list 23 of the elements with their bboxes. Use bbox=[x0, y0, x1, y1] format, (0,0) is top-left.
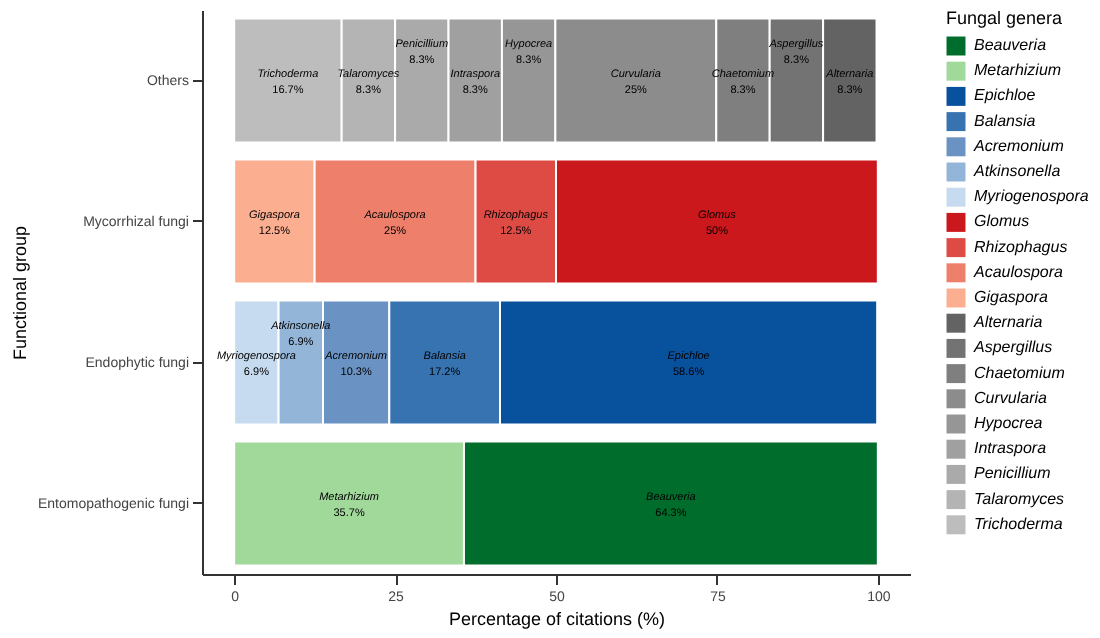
legend-label: Hypocrea bbox=[974, 414, 1044, 432]
legend-label: Chaetomium bbox=[974, 363, 1066, 382]
legend-label: Beauveria bbox=[974, 36, 1048, 54]
legend-label: Metarhizium bbox=[974, 61, 1062, 80]
y-axis-title: Functional group bbox=[10, 225, 30, 361]
legend-label: Talaromyces bbox=[974, 489, 1065, 508]
legend-label: Alternaria bbox=[972, 313, 1044, 332]
legend-label: Atkinsonella bbox=[972, 162, 1062, 180]
legend-label: Intraspora bbox=[974, 439, 1048, 458]
legend-label: Gigaspora bbox=[974, 288, 1049, 306]
legend-label: Trichoderma bbox=[974, 514, 1064, 533]
legend-label: Balansia bbox=[974, 111, 1037, 130]
legend-label: Aspergillus bbox=[972, 338, 1053, 357]
x-axis-title: Percentage of citations (%) bbox=[448, 609, 666, 629]
legend-label: Penicillium bbox=[974, 464, 1052, 483]
legend-label: Acremonium bbox=[972, 136, 1065, 155]
legend-label: Glomus bbox=[974, 212, 1030, 231]
legend-label: Curvularia bbox=[974, 388, 1049, 407]
legend-label: Myriogenospora bbox=[974, 187, 1090, 206]
legend-label: Acaulospora bbox=[972, 262, 1065, 281]
legend-label: Rhizophagus bbox=[974, 237, 1068, 256]
legend-title: Fungal genera bbox=[946, 8, 1063, 28]
legend-label: Epichloe bbox=[974, 86, 1037, 105]
